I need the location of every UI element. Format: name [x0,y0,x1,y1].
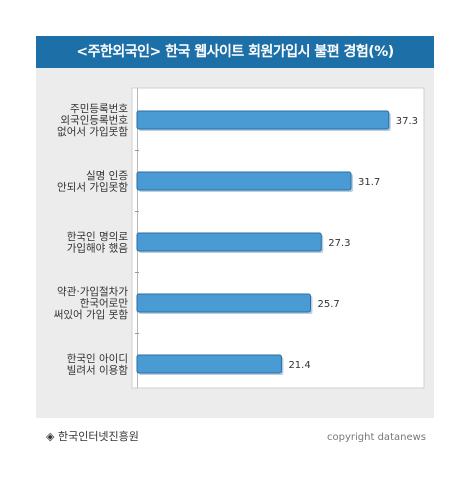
bar [136,293,311,313]
category-label: 한국인 아이디 빌려서 이용함 [67,353,129,377]
bar-value-label: 37.3 [396,116,418,127]
bar [136,110,390,130]
copyright-label: copyright datanews [327,432,426,443]
bar [136,354,282,374]
bar-value-label: 25.7 [317,299,339,310]
chart-title: <주한외국인> 한국 웹사이트 회원가입시 불편 경험(%) [36,36,434,68]
chart-frame: <주한외국인> 한국 웹사이트 회원가입시 불편 경험(%) 37.3 주민등록번… [36,36,434,443]
bar-chart: 37.3 주민등록번호 외국인등록번호 없어서 가입못함 31.7 실명 인증 안되서 가입… [54,87,425,389]
bar [136,232,322,252]
category-label: 실명 인증 안되서 가입못함 [57,170,128,194]
bar-value-label: 21.4 [288,360,310,371]
plot-area: 37.3 주민등록번호 외국인등록번호 없어서 가입못함 31.7 실명 인증 안되서 가입… [36,68,434,443]
category-label: 약관·가입절차가 한국어로만 써있어 가입 못함 [54,285,129,321]
bar-value-label: 31.7 [358,177,380,188]
bar [136,171,352,191]
category-label: 주민등록번호 외국인등록번호 없어서 가입못함 [57,103,128,138]
category-label: 한국인 명의로 가입해야 했음 [67,231,129,255]
bar-value-label: 27.3 [328,238,350,249]
source-label: ◈ 한국인터넷진흥원 [46,430,139,443]
